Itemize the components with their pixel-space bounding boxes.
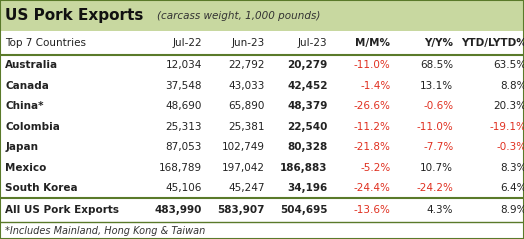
Text: YTD/LYTD%: YTD/LYTD%	[461, 38, 524, 48]
Text: -24.2%: -24.2%	[417, 183, 453, 193]
Text: China*: China*	[5, 101, 43, 111]
Text: Y/Y%: Y/Y%	[424, 38, 453, 48]
Text: -0.3%: -0.3%	[497, 142, 524, 152]
Text: 13.1%: 13.1%	[420, 81, 453, 91]
Text: -26.6%: -26.6%	[354, 101, 390, 111]
Text: 43,033: 43,033	[228, 81, 265, 91]
Text: -0.6%: -0.6%	[423, 101, 453, 111]
Text: Canada: Canada	[5, 81, 49, 91]
Text: 80,328: 80,328	[287, 142, 328, 152]
Text: Jul-23: Jul-23	[298, 38, 328, 48]
Text: 45,106: 45,106	[166, 183, 202, 193]
Text: Japan: Japan	[5, 142, 38, 152]
Text: -21.8%: -21.8%	[354, 142, 390, 152]
Text: Australia: Australia	[5, 60, 58, 70]
Text: 8.9%: 8.9%	[500, 205, 524, 215]
Text: 87,053: 87,053	[166, 142, 202, 152]
Text: 22,792: 22,792	[228, 60, 265, 70]
Text: 68.5%: 68.5%	[420, 60, 453, 70]
Text: Jun-23: Jun-23	[232, 38, 265, 48]
Text: -5.2%: -5.2%	[360, 163, 390, 173]
Text: Colombia: Colombia	[5, 122, 60, 132]
Text: Top 7 Countries: Top 7 Countries	[5, 38, 86, 48]
Text: 65,890: 65,890	[228, 101, 265, 111]
Text: 25,381: 25,381	[228, 122, 265, 132]
Text: 168,789: 168,789	[159, 163, 202, 173]
Text: 4.3%: 4.3%	[427, 205, 453, 215]
Text: (carcass weight, 1,000 pounds): (carcass weight, 1,000 pounds)	[157, 11, 321, 21]
Text: -11.0%: -11.0%	[417, 122, 453, 132]
Text: 63.5%: 63.5%	[494, 60, 524, 70]
Text: South Korea: South Korea	[5, 183, 78, 193]
Text: 102,749: 102,749	[222, 142, 265, 152]
Text: -19.1%: -19.1%	[490, 122, 524, 132]
Text: 504,695: 504,695	[280, 205, 328, 215]
Text: -1.4%: -1.4%	[360, 81, 390, 91]
Text: 48,690: 48,690	[166, 101, 202, 111]
Text: 20.3%: 20.3%	[494, 101, 524, 111]
Text: 20,279: 20,279	[287, 60, 328, 70]
Text: 8.8%: 8.8%	[500, 81, 524, 91]
Text: US Pork Exports: US Pork Exports	[5, 8, 144, 23]
Text: *Includes Mainland, Hong Kong & Taiwan: *Includes Mainland, Hong Kong & Taiwan	[5, 226, 205, 236]
Text: 8.3%: 8.3%	[500, 163, 524, 173]
Text: Mexico: Mexico	[5, 163, 47, 173]
Text: -7.7%: -7.7%	[423, 142, 453, 152]
Text: -24.4%: -24.4%	[354, 183, 390, 193]
Text: 6.4%: 6.4%	[500, 183, 524, 193]
Text: M/M%: M/M%	[355, 38, 390, 48]
Text: 48,379: 48,379	[287, 101, 328, 111]
Text: Jul-22: Jul-22	[172, 38, 202, 48]
FancyBboxPatch shape	[0, 0, 524, 31]
Text: 25,313: 25,313	[165, 122, 202, 132]
Text: 12,034: 12,034	[166, 60, 202, 70]
Text: 37,548: 37,548	[165, 81, 202, 91]
Text: All US Pork Exports: All US Pork Exports	[5, 205, 119, 215]
Text: 186,883: 186,883	[280, 163, 328, 173]
Text: 34,196: 34,196	[287, 183, 328, 193]
Text: -11.2%: -11.2%	[354, 122, 390, 132]
Text: -11.0%: -11.0%	[354, 60, 390, 70]
Text: 22,540: 22,540	[287, 122, 328, 132]
Text: 197,042: 197,042	[222, 163, 265, 173]
Text: 10.7%: 10.7%	[420, 163, 453, 173]
Text: 583,907: 583,907	[217, 205, 265, 215]
Text: 483,990: 483,990	[155, 205, 202, 215]
Text: -13.6%: -13.6%	[354, 205, 390, 215]
Text: 42,452: 42,452	[287, 81, 328, 91]
Text: 45,247: 45,247	[228, 183, 265, 193]
